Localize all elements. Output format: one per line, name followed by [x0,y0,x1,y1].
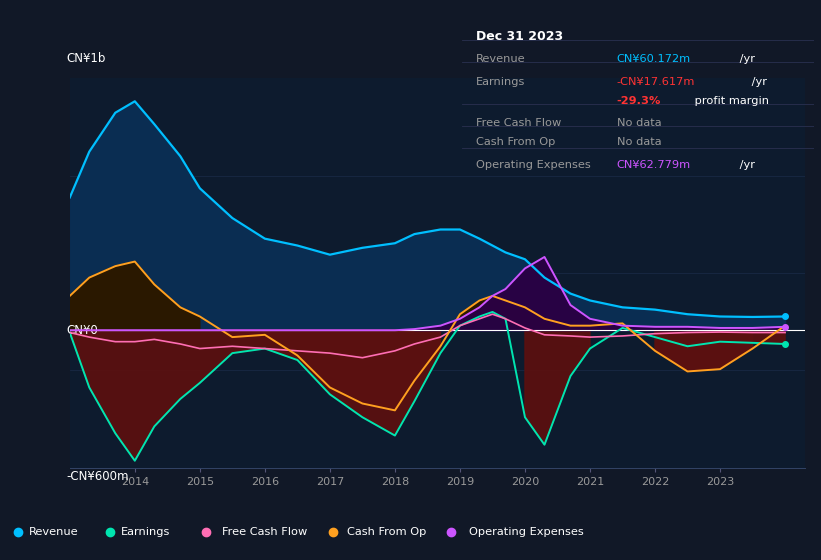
Text: /yr: /yr [748,77,768,87]
Text: Free Cash Flow: Free Cash Flow [222,528,307,537]
Text: Cash From Op: Cash From Op [476,137,556,147]
Text: Revenue: Revenue [476,54,526,64]
Text: Free Cash Flow: Free Cash Flow [476,118,562,128]
Text: -CN¥600m: -CN¥600m [67,469,129,483]
Text: Revenue: Revenue [29,528,78,537]
Text: CN¥0: CN¥0 [67,324,98,337]
Text: -29.3%: -29.3% [617,96,661,106]
Text: Operating Expenses: Operating Expenses [470,528,585,537]
Text: CN¥62.779m: CN¥62.779m [617,160,691,170]
Text: /yr: /yr [736,54,755,64]
Text: No data: No data [617,137,662,147]
Text: Cash From Op: Cash From Op [346,528,426,537]
Text: CN¥1b: CN¥1b [67,52,105,65]
Text: Earnings: Earnings [476,77,525,87]
Text: Earnings: Earnings [121,528,170,537]
Text: Dec 31 2023: Dec 31 2023 [476,30,563,43]
Text: profit margin: profit margin [690,96,768,106]
Text: CN¥60.172m: CN¥60.172m [617,54,691,64]
Text: Operating Expenses: Operating Expenses [476,160,591,170]
Text: No data: No data [617,118,662,128]
Text: -CN¥17.617m: -CN¥17.617m [617,77,695,87]
Text: /yr: /yr [736,160,755,170]
